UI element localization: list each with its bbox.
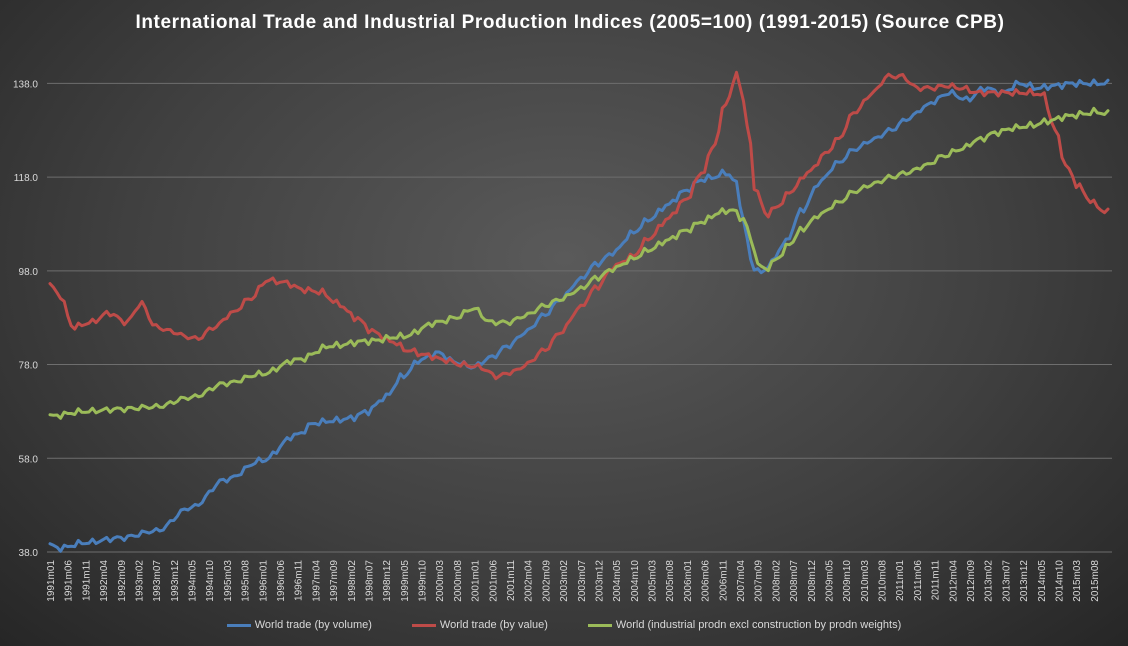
y-tick-label: 78.0 [19, 361, 39, 372]
x-tick-label: 1999m05 [400, 560, 411, 602]
chart-title: International Trade and Industrial Produ… [135, 12, 1005, 33]
x-tick-label: 2001m01 [471, 560, 482, 602]
x-tick-label: 1995m03 [223, 560, 234, 602]
x-tick-label: 1992m04 [99, 560, 110, 602]
legend-label: World trade (by volume) [254, 619, 372, 631]
x-tick-label: 2011m11 [931, 560, 942, 601]
x-tick-label: 2006m06 [701, 560, 712, 602]
x-tick-label: 1991m06 [64, 560, 75, 602]
x-tick-label: 2006m11 [718, 560, 729, 601]
x-tick-label: 1991m11 [81, 560, 92, 601]
x-tick-label: 2000m03 [435, 560, 446, 602]
y-axis-ticks: 38.0 58.0 78.0 98.0 118.0 138.0 [13, 79, 38, 559]
x-tick-label: 1997m09 [329, 560, 340, 602]
series-lines [48, 70, 1110, 553]
x-tick-label: 2003m07 [577, 560, 588, 602]
legend-swatch [411, 623, 436, 627]
x-tick-label: 1993m02 [134, 560, 145, 602]
y-tick-label: 118.0 [14, 173, 39, 184]
x-tick-label: 2004m05 [612, 560, 623, 602]
x-tick-label: 2010m08 [878, 560, 889, 602]
x-tick-label: 2015m03 [1072, 560, 1083, 602]
x-tick-label: 2003m02 [559, 560, 570, 602]
x-tick-label: 2011m06 [913, 560, 924, 601]
x-tick-label: 2007m09 [754, 560, 765, 602]
x-tick-label: 1998m12 [382, 560, 393, 602]
x-tick-label: 1997m04 [311, 560, 322, 602]
x-tick-label: 2013m12 [1019, 560, 1030, 602]
x-tick-label: 1996m06 [276, 560, 287, 602]
legend-label: World trade (by value) [439, 619, 548, 631]
x-tick-label: 1996m01 [258, 560, 269, 602]
x-tick-label: 2001m06 [488, 560, 499, 602]
x-tick-label: 2000m08 [453, 560, 464, 602]
y-tick-label: 138.0 [13, 79, 38, 90]
y-tick-label: 58.0 [19, 454, 39, 465]
x-tick-label: 1994m05 [188, 560, 199, 602]
x-tick-label: 2005m08 [665, 560, 676, 602]
x-tick-label: 2013m07 [1001, 560, 1012, 602]
x-tick-label: 2013m02 [984, 560, 995, 602]
x-tick-label: 2008m02 [771, 560, 782, 602]
x-tick-label: 2004m10 [630, 560, 641, 602]
x-tick-label: 2014m05 [1037, 560, 1048, 602]
x-tick-label: 1993m07 [152, 560, 163, 602]
x-tick-label: 2001m11 [506, 560, 517, 601]
x-tick-label: 2008m07 [789, 560, 800, 602]
series-line-2 [48, 70, 1110, 381]
x-tick-label: 2006m01 [683, 560, 694, 602]
legend: World trade (by volume) World trade (by v… [0, 619, 1128, 631]
x-tick-label: 2012m09 [966, 560, 977, 602]
legend-item-1: World trade (by volume) [226, 619, 372, 631]
x-tick-label: 2012m04 [948, 560, 959, 602]
x-tick-label: 2010m03 [860, 560, 871, 602]
x-tick-label: 1999m10 [418, 560, 429, 602]
x-tick-label: 1995m08 [241, 560, 252, 602]
x-tick-label: 2009m05 [824, 560, 835, 602]
x-tick-label: 2008m12 [807, 560, 818, 602]
x-tick-label: 2009m10 [842, 560, 853, 602]
x-tick-label: 2002m04 [524, 560, 535, 602]
y-tick-label: 98.0 [19, 267, 39, 278]
series-line-3 [48, 106, 1110, 420]
x-tick-label: 2011m01 [895, 560, 906, 601]
x-tick-label: 1998m02 [347, 560, 358, 602]
legend-swatch [226, 623, 251, 627]
x-tick-label: 2015m08 [1090, 560, 1101, 602]
x-axis-ticks: 1991m01 1991m06 1991m11 1992m04 1992m09 1993m… [46, 560, 1101, 602]
y-tick-label: 38.0 [19, 548, 39, 559]
gridlines [47, 82, 1112, 553]
x-tick-label: 2007m04 [736, 560, 747, 602]
x-tick-label: 2003m12 [594, 560, 605, 602]
legend-swatch [587, 623, 612, 627]
x-tick-label: 1994m10 [205, 560, 216, 602]
x-tick-label: 2014m10 [1054, 560, 1065, 602]
x-tick-label: 1992m09 [117, 560, 128, 602]
x-tick-label: 2002m09 [541, 560, 552, 602]
x-tick-label: 1998m07 [364, 560, 375, 602]
series-line-1 [48, 78, 1110, 553]
x-tick-label: 2005m03 [648, 560, 659, 602]
x-tick-label: 1996m11 [294, 560, 305, 601]
legend-label: World (industrial prodn excl constructio… [615, 619, 902, 631]
legend-item-2: World trade (by value) [411, 619, 548, 631]
x-tick-label: 1991m01 [46, 560, 57, 602]
legend-item-3: World (industrial prodn excl constructio… [587, 619, 902, 631]
x-tick-label: 1993m12 [170, 560, 181, 602]
